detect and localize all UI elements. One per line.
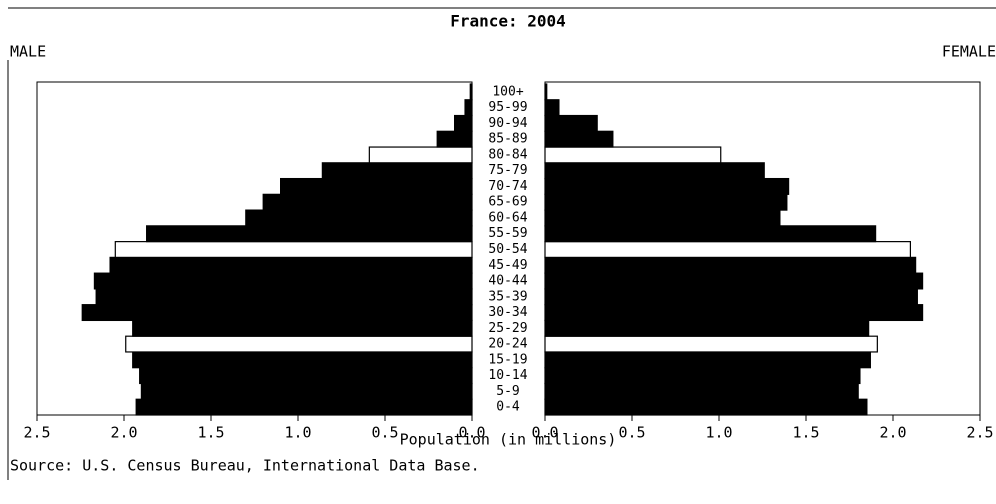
bar [544, 209, 781, 227]
age-label: 35-39 [488, 289, 527, 304]
bar [544, 177, 790, 195]
bar [368, 146, 473, 164]
age-label: 55-59 [488, 226, 527, 241]
age-label: 60-64 [488, 210, 527, 225]
x-tick-label: 2.5 [966, 424, 993, 442]
bar [544, 288, 918, 306]
bar [544, 162, 765, 180]
age-label: 20-24 [488, 337, 527, 352]
age-label: 0-4 [496, 400, 520, 415]
bar [280, 177, 473, 195]
bar [146, 225, 473, 243]
age-label: 100+ [492, 84, 523, 99]
age-label: 40-44 [488, 274, 527, 289]
bar [464, 99, 473, 117]
x-tick-label: 1.0 [705, 424, 732, 442]
age-label: 65-69 [488, 195, 527, 210]
bar [544, 256, 917, 274]
age-label: 75-79 [488, 163, 527, 178]
bar [454, 114, 473, 132]
x-tick-label: 1.5 [792, 424, 819, 442]
bar [544, 382, 859, 400]
bar [132, 351, 473, 369]
x-tick-label: 0.5 [371, 424, 398, 442]
bar [125, 335, 473, 353]
source-note: Source: U.S. Census Bureau, Internationa… [10, 457, 480, 475]
x-axis-label: Population (in millions) [400, 431, 617, 449]
age-label: 95-99 [488, 100, 527, 115]
age-label: 80-84 [488, 147, 527, 162]
legend-female: FEMALE [942, 43, 996, 61]
bar [109, 256, 473, 274]
age-label: 85-89 [488, 132, 527, 147]
bar [544, 193, 788, 211]
bar [544, 335, 878, 353]
age-label: 50-54 [488, 242, 527, 257]
bar [81, 304, 473, 322]
bar [544, 398, 868, 416]
age-label: 30-34 [488, 305, 527, 320]
x-tick-label: 0.5 [618, 424, 645, 442]
bar [114, 241, 473, 258]
age-label: 90-94 [488, 116, 527, 131]
bar [544, 130, 614, 148]
bar [139, 367, 473, 385]
bar [135, 398, 473, 416]
bar [544, 225, 877, 243]
age-label: 70-74 [488, 179, 527, 194]
bar [544, 99, 560, 117]
x-tick-label: 2.0 [879, 424, 906, 442]
bar [544, 304, 924, 322]
x-tick-label: 2.5 [23, 424, 50, 442]
x-tick-label: 2.0 [110, 424, 137, 442]
x-tick-label: 0.0 [458, 424, 485, 442]
bar [140, 382, 473, 400]
bar [544, 83, 548, 101]
bar [544, 241, 911, 258]
bar [469, 83, 473, 101]
bar [132, 319, 473, 337]
bar [544, 319, 870, 337]
x-tick-label: 1.0 [284, 424, 311, 442]
bar [544, 114, 598, 132]
age-label: 15-19 [488, 352, 527, 367]
bar [544, 367, 861, 385]
bar [262, 193, 473, 211]
age-label: 45-49 [488, 258, 527, 273]
age-label: 5-9 [496, 384, 519, 399]
age-label: 10-14 [488, 368, 527, 383]
bar [93, 272, 473, 290]
bar [544, 272, 924, 290]
legend-male: MALE [10, 43, 46, 61]
x-tick-label: 1.5 [197, 424, 224, 442]
chart-title: France: 2004 [450, 12, 566, 31]
bar [436, 130, 473, 148]
bar [544, 351, 871, 369]
age-label: 25-29 [488, 321, 527, 336]
bar [321, 162, 473, 180]
x-tick-label: 0.0 [531, 424, 558, 442]
bar [245, 209, 473, 227]
bar [544, 146, 722, 164]
bar [95, 288, 473, 306]
